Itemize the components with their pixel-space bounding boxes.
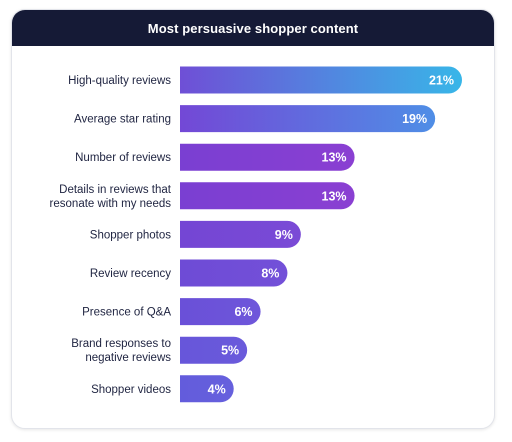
bar-value-label: 6% [234,305,252,319]
category-label-line: Brand responses to [71,338,171,350]
category-label-line: Shopper photos [90,229,171,241]
bar [180,298,261,326]
category-label-line: Presence of Q&A [82,307,171,319]
category-label-line: Shopper videos [91,384,171,396]
category-label-line: negative reviews [85,352,171,364]
bar-value-label: 9% [275,228,293,242]
category-label: Brand responses to negative reviews [71,338,171,364]
category-label: Presence of Q&A [82,307,171,319]
chart-title: Most persuasive shopper content [12,10,494,46]
category-label: Number of reviews [75,152,171,164]
bar [180,66,462,94]
category-label: Average star rating [74,114,171,126]
bar-value-label: 19% [402,112,427,126]
category-label-line: High-quality reviews [68,75,171,87]
category-label: Shopper photos [90,229,171,241]
bar [180,336,248,364]
category-label-line: resonate with my needs [50,198,172,210]
bar [180,259,288,287]
category-label-line: Average star rating [74,114,171,126]
bar [180,220,301,248]
category-label-line: Details in reviews that [59,184,172,196]
category-label: Shopper videos [91,384,171,396]
bar [180,375,234,403]
category-label: Details in reviews that resonate with my … [50,184,172,210]
category-label-line: Review recency [90,268,171,280]
bar-value-label: 5% [221,344,239,358]
category-label: High-quality reviews [68,75,171,87]
bar-value-label: 8% [261,267,279,281]
bar [180,105,436,133]
bar [180,182,355,210]
bar-value-label: 13% [322,189,347,203]
category-label-line: Number of reviews [75,152,171,164]
bar [180,143,355,171]
bar-value-label: 13% [322,151,347,165]
category-label: Review recency [90,268,171,280]
bar-value-label: 4% [208,382,226,396]
bar-value-label: 21% [429,74,454,88]
